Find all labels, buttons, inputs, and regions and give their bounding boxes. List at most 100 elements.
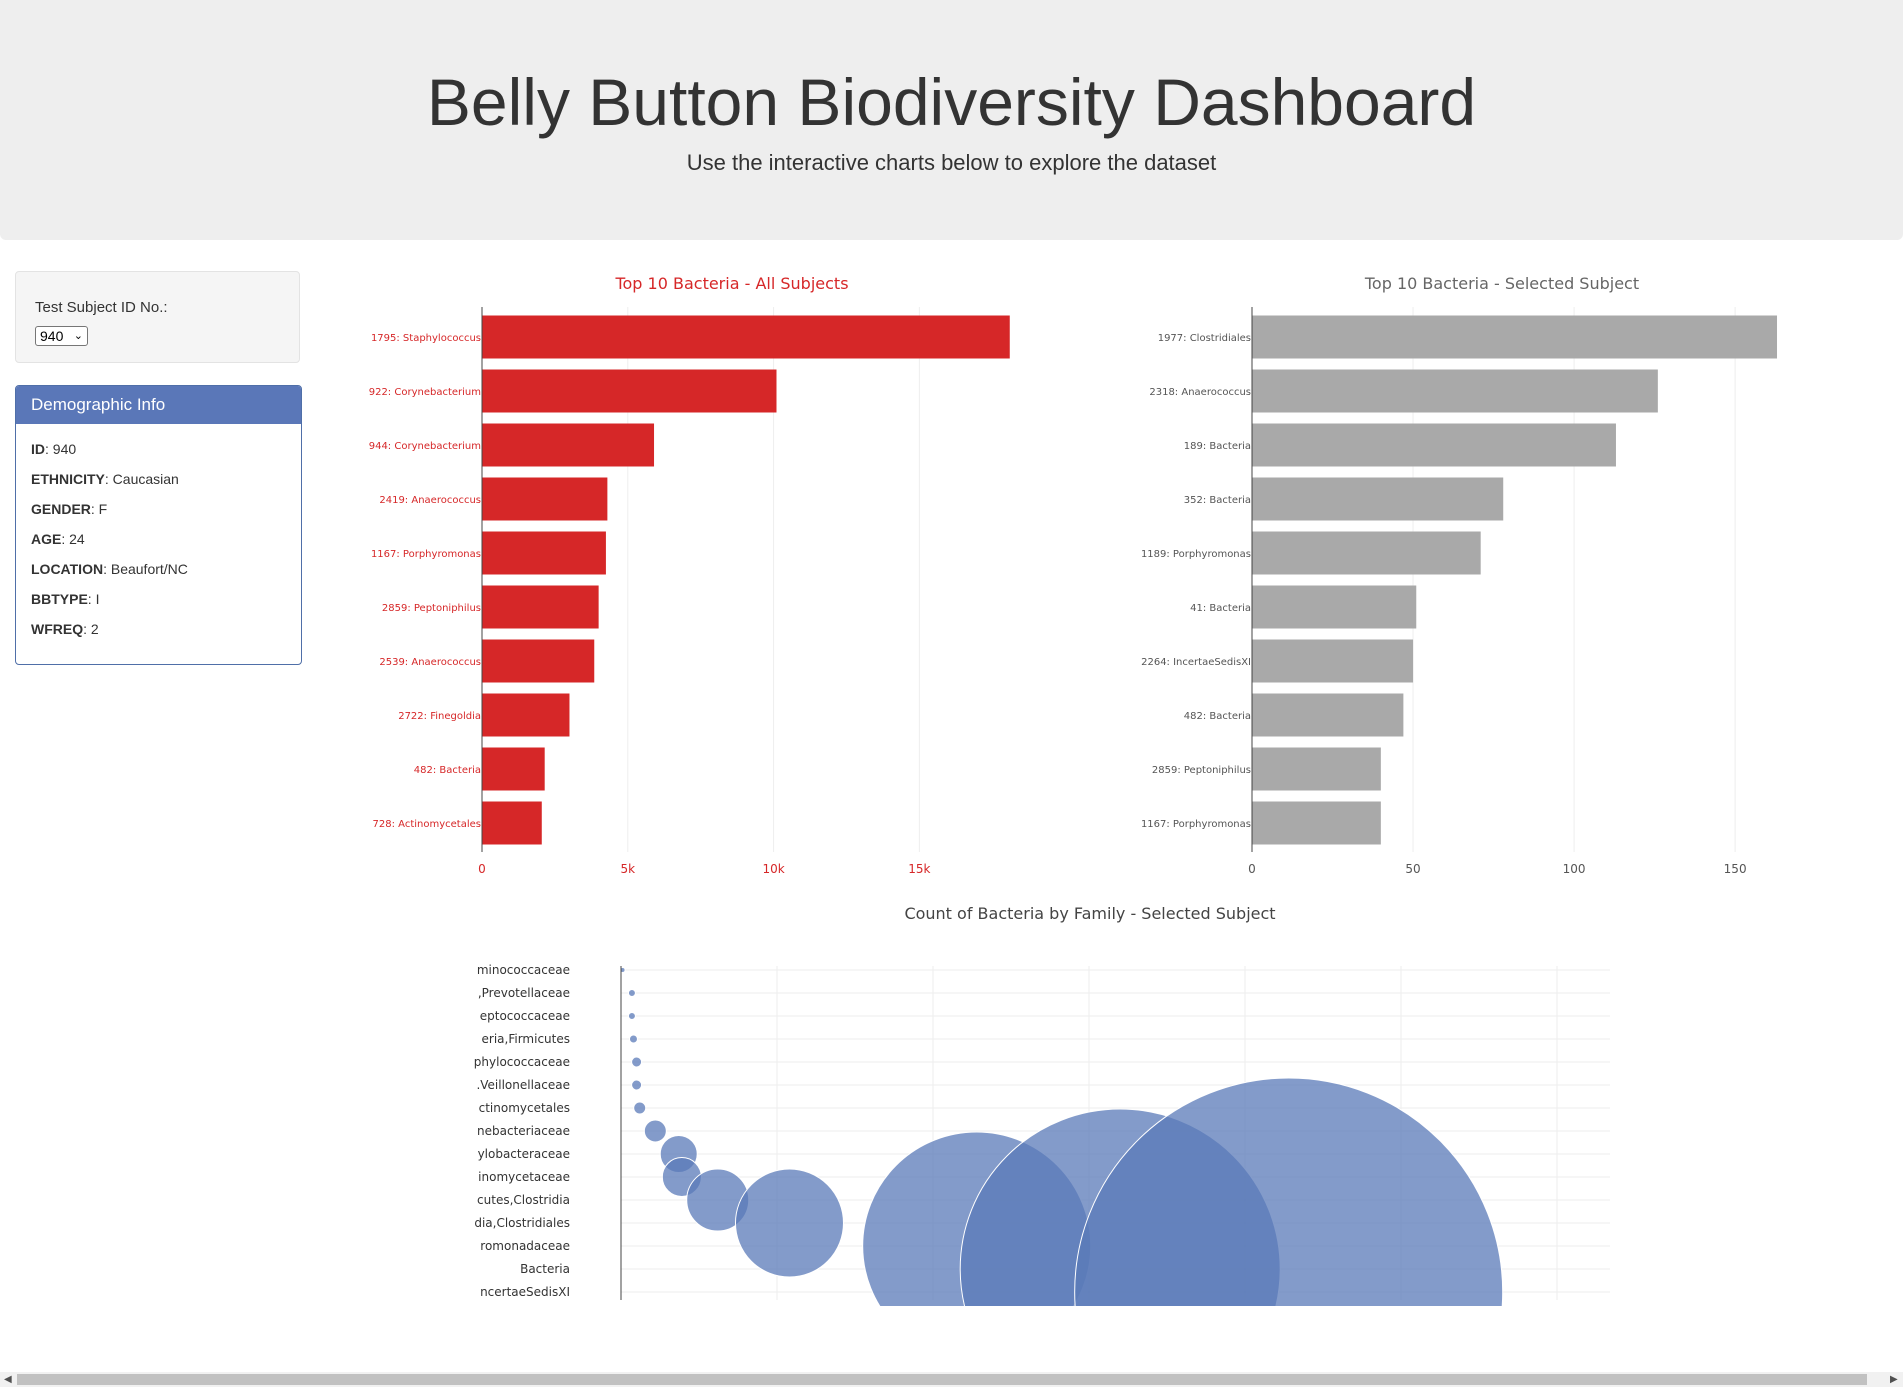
demo-row: BBTYPE: I	[31, 584, 286, 614]
scrollbar-thumb[interactable]	[17, 1374, 1867, 1385]
y-tick-label: phylococcaceae	[474, 1055, 570, 1069]
bar[interactable]	[482, 747, 545, 791]
bar[interactable]	[482, 639, 595, 683]
y-tick-label: minococcaceae	[477, 963, 570, 977]
y-tick-label: 1189: Porphyromonas	[1141, 549, 1251, 560]
bar[interactable]	[482, 369, 777, 413]
demo-row: AGE: 24	[31, 524, 286, 554]
y-tick-label: 2722: Finegoldia	[398, 711, 481, 722]
subject-selector-panel: Test Subject ID No.: 940 ⌄	[15, 271, 300, 363]
subject-id-label: Test Subject ID No.:	[35, 299, 168, 316]
y-tick-label: 41: Bacteria	[1190, 603, 1251, 614]
y-tick-label: 1977: Clostridiales	[1158, 333, 1251, 344]
bar[interactable]	[1252, 585, 1417, 629]
bar[interactable]	[482, 315, 1010, 359]
bubble[interactable]	[628, 1034, 638, 1044]
y-tick-label: cutes,Clostridia	[477, 1193, 570, 1207]
bubble[interactable]	[627, 989, 636, 997]
bubble-group	[619, 967, 1504, 1310]
chevron-down-icon: ⌄	[73, 330, 83, 342]
y-tick-label: 1167: Porphyromonas	[371, 549, 481, 560]
x-tick-label: 10k	[762, 862, 784, 876]
demo-key: ID	[31, 441, 45, 457]
y-tick-label: 482: Bacteria	[1184, 711, 1251, 722]
x-tick-label: 150	[1724, 862, 1747, 876]
bar[interactable]	[482, 801, 542, 845]
demo-key: GENDER	[31, 501, 91, 517]
y-tick-label: 2419: Anaerococcus	[379, 495, 481, 506]
y-tick-label: ,Prevotellaceae	[478, 986, 570, 1000]
bar[interactable]	[1252, 693, 1404, 737]
x-tick-label: 15k	[908, 862, 930, 876]
bar[interactable]	[1252, 369, 1658, 413]
y-tick-label: 2318: Anaerococcus	[1149, 387, 1251, 398]
demo-row: WFREQ: 2	[31, 614, 286, 644]
y-tick-label: dia,Clostridiales	[474, 1216, 570, 1230]
bar[interactable]	[1252, 639, 1414, 683]
demo-value: : Caucasian	[104, 471, 179, 487]
demo-key: LOCATION	[31, 561, 104, 577]
demo-key: ETHNICITY	[31, 471, 105, 487]
subject-id-value: 940	[40, 328, 64, 344]
bar-chart-selected-subject[interactable]: Top 10 Bacteria - Selected Subject 0 50 100…	[1100, 260, 1900, 880]
bubble[interactable]	[633, 1101, 647, 1115]
y-tick-label: 944: Corynebacterium	[369, 441, 481, 452]
bar[interactable]	[1252, 747, 1381, 791]
bar[interactable]	[1252, 477, 1504, 521]
scroll-right-icon[interactable]: ▶	[1890, 1374, 1898, 1385]
y-tick-label: 189: Bacteria	[1184, 441, 1251, 452]
bar[interactable]	[1252, 801, 1381, 845]
x-tick-label: 0	[1248, 862, 1256, 876]
bar-sel-title: Top 10 Bacteria - Selected Subject	[1364, 274, 1639, 293]
bar[interactable]	[1252, 315, 1778, 359]
bar[interactable]	[482, 423, 655, 467]
y-tick-label: 922: Corynebacterium	[369, 387, 481, 398]
y-tick-label: 1167: Porphyromonas	[1141, 819, 1251, 830]
bubble[interactable]	[627, 1012, 636, 1020]
y-tick-label: 2859: Peptoniphilus	[1152, 765, 1251, 776]
bubble-title: Count of Bacteria by Family - Selected S…	[904, 904, 1275, 923]
y-tick-label: .Veillonellaceae	[476, 1078, 570, 1092]
demo-row: ETHNICITY: Caucasian	[31, 464, 286, 494]
x-tick-label: 5k	[620, 862, 635, 876]
subject-id-select[interactable]: 940 ⌄	[35, 326, 88, 346]
y-tick-label: ncertaeSedisXI	[480, 1285, 570, 1299]
demo-value: : 940	[45, 441, 77, 457]
demo-value: : I	[87, 591, 100, 607]
demo-key: AGE	[31, 531, 62, 547]
demographic-info-heading: Demographic Info	[16, 386, 301, 424]
demo-value: : Beaufort/NC	[103, 561, 188, 577]
x-tick-label: 100	[1563, 862, 1586, 876]
demo-row: LOCATION: Beaufort/NC	[31, 554, 286, 584]
y-tick-label: romonadaceae	[480, 1239, 570, 1253]
bar[interactable]	[482, 693, 570, 737]
bubble[interactable]	[631, 1079, 643, 1091]
demo-row: ID: 940	[31, 434, 286, 464]
bar-chart-all-subjects[interactable]: Top 10 Bacteria - All Subjects 0 5k 10k 15k 1…	[330, 260, 1130, 880]
bubble[interactable]	[1074, 1077, 1504, 1310]
bar[interactable]	[1252, 423, 1616, 467]
y-tick-label: 728: Actinomycetales	[373, 819, 481, 830]
y-tick-label: 1795: Staphylococcus	[371, 333, 481, 344]
demo-value: : F	[90, 501, 108, 517]
demo-key: WFREQ	[31, 621, 84, 637]
bar[interactable]	[482, 585, 599, 629]
page-subtitle: Use the interactive charts below to expl…	[686, 150, 1217, 175]
y-tick-label: 482: Bacteria	[414, 765, 481, 776]
bar[interactable]	[1252, 531, 1481, 575]
bar[interactable]	[482, 531, 606, 575]
bubble-chart-family[interactable]: Count of Bacteria by Family - Selected S…	[400, 890, 1700, 1310]
bar-all-title: Top 10 Bacteria - All Subjects	[614, 274, 848, 293]
bubble[interactable]	[734, 1168, 844, 1278]
y-tick-label: eria,Firmicutes	[482, 1032, 570, 1046]
bubble[interactable]	[631, 1056, 643, 1068]
demo-value: : 24	[61, 531, 85, 547]
bubble[interactable]	[643, 1119, 667, 1143]
horizontal-scrollbar[interactable]: ◀ ▶	[0, 1372, 1903, 1387]
scroll-left-icon[interactable]: ◀	[4, 1374, 12, 1385]
demo-key: BBTYPE	[31, 591, 88, 607]
y-tick-label: 2264: IncertaeSedisXI	[1141, 657, 1251, 668]
demographic-info-panel: Demographic Info ID: 940 ETHNICITY: Cauc…	[15, 385, 302, 665]
demo-row: GENDER: F	[31, 494, 286, 524]
bar[interactable]	[482, 477, 608, 521]
